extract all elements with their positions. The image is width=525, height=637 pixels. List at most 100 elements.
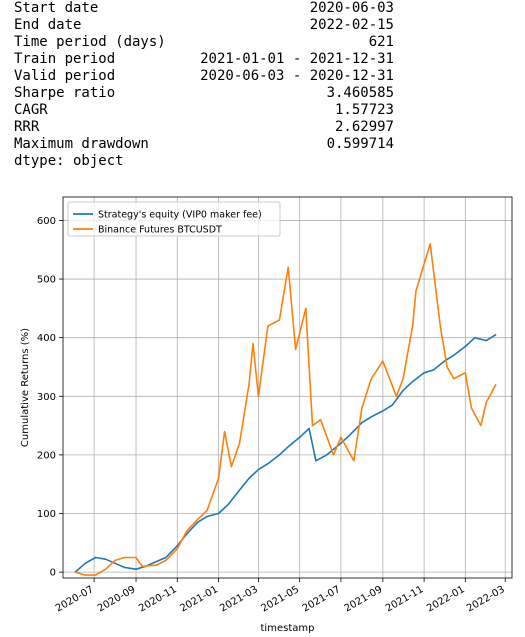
data-point [361, 422, 363, 424]
data-point [217, 477, 220, 479]
summary-label: Maximum drawdown [14, 136, 149, 152]
data-point [402, 389, 404, 392]
data-point [278, 454, 280, 456]
summary-value: 2.62997 [334, 119, 394, 135]
data-point [432, 369, 435, 371]
grid [63, 197, 512, 578]
series-line-0 [74, 334, 497, 573]
data-point [267, 463, 269, 465]
data-point [382, 360, 384, 362]
data-point [155, 560, 157, 563]
summary-value: 0.599714 [326, 136, 394, 152]
data-point [495, 383, 497, 386]
data-point [391, 404, 393, 406]
data-point [480, 425, 482, 427]
summary-label: CAGR [14, 102, 48, 118]
data-point [176, 548, 178, 550]
data-point [453, 354, 455, 356]
data-point [230, 466, 232, 468]
y-tick-label: 100 [37, 509, 56, 520]
summary-label: RRR [14, 119, 40, 135]
summary-row: Train period 2021-01-01 - 2021-12-31 [14, 51, 394, 68]
x-tick-label: 2020-09 [96, 584, 138, 614]
data-point [135, 556, 137, 559]
data-point [402, 378, 404, 380]
data-point [238, 489, 241, 491]
summary-label: Train period [14, 51, 116, 67]
data-point [311, 425, 314, 427]
data-point [485, 401, 487, 403]
summary-label: Sharpe ratio [14, 85, 116, 101]
data-point [464, 372, 466, 374]
series-line-1 [74, 243, 497, 576]
data-point [267, 325, 269, 327]
x-tick-label: 2020-07 [54, 584, 96, 614]
data-point [353, 460, 355, 462]
data-point [287, 266, 289, 268]
data-point [248, 477, 250, 479]
data-point [340, 442, 342, 444]
summary-row: End date 2022-02-15 [14, 17, 394, 34]
data-point [141, 565, 143, 567]
series-lines [74, 243, 497, 576]
data-point [206, 509, 208, 512]
x-tick-label: 2021-01 [178, 584, 220, 614]
data-point [464, 345, 466, 348]
data-point [320, 419, 322, 421]
summary-value: 2020-06-03 - 2020-12-31 [200, 68, 394, 84]
summary-rows: Start date 2020-06-03 End date 2022-02-15 Ti… [14, 0, 394, 153]
data-point [332, 454, 335, 456]
data-point [340, 436, 342, 438]
y-axis-label: Cumulative Returns (%) [20, 328, 31, 447]
data-point [485, 340, 487, 342]
legend: Strategy's equity (VIP0 maker fee) Binanc… [67, 201, 281, 237]
data-point [224, 430, 226, 433]
data-point [165, 556, 167, 559]
x-tick-label: 2021-03 [218, 584, 260, 614]
legend-entry: Binance Futures BTCUSDT [98, 225, 222, 236]
data-point [299, 436, 301, 438]
data-point [446, 366, 448, 368]
data-point [84, 562, 86, 564]
summary-label: End date [14, 17, 82, 33]
data-point [186, 530, 188, 532]
data-point [453, 378, 455, 380]
data-point [238, 442, 241, 444]
summary-statistics: Start date 2020-06-03 End date 2022-02-15 Ti… [14, 0, 394, 170]
y-tick-label: 400 [37, 333, 56, 344]
data-point [74, 571, 76, 573]
data-point [395, 395, 397, 397]
summary-row: RRR 2.62997 [14, 119, 394, 136]
data-point [248, 383, 250, 386]
data-point [155, 564, 157, 566]
data-point [411, 381, 414, 383]
summary-value: 1.57723 [334, 102, 394, 118]
y-tick-label: 200 [37, 450, 56, 461]
data-point [123, 556, 126, 559]
y-tick-label: 300 [37, 392, 56, 403]
data-point [429, 243, 431, 245]
summary-value: 2021-01-01 - 2021-12-31 [200, 51, 394, 67]
data-point [94, 574, 97, 576]
data-point [196, 518, 199, 520]
plot-frame [62, 196, 513, 579]
summary-row: Maximum drawdown 0.599714 [14, 136, 394, 153]
summary-row: Time period (days) 621 [14, 34, 394, 51]
data-point [423, 372, 425, 374]
x-tick-label: 2020-11 [137, 584, 179, 614]
x-tick-label: 2021-07 [301, 584, 343, 614]
x-tick-label: 2021-05 [259, 584, 301, 614]
data-point [361, 407, 363, 409]
data-point [349, 433, 351, 435]
data-point [123, 566, 126, 569]
y-tick-label: 600 [37, 216, 56, 227]
data-point [474, 337, 476, 339]
data-point [114, 562, 116, 564]
dtype-line: dtype: object [14, 153, 124, 169]
data-point [305, 307, 307, 309]
summary-value: 3.460585 [326, 85, 394, 101]
data-point [227, 504, 229, 506]
data-point [443, 360, 445, 362]
summary-value: 621 [368, 34, 394, 50]
data-point [165, 559, 167, 562]
